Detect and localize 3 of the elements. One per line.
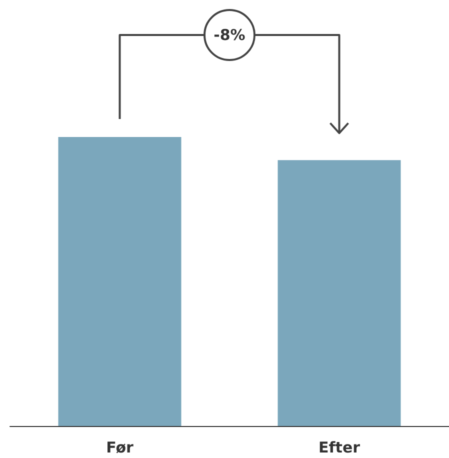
text: -8%	[214, 26, 246, 44]
x-tick-label: Før	[106, 438, 134, 456]
x-tick-label: Efter	[318, 438, 361, 456]
